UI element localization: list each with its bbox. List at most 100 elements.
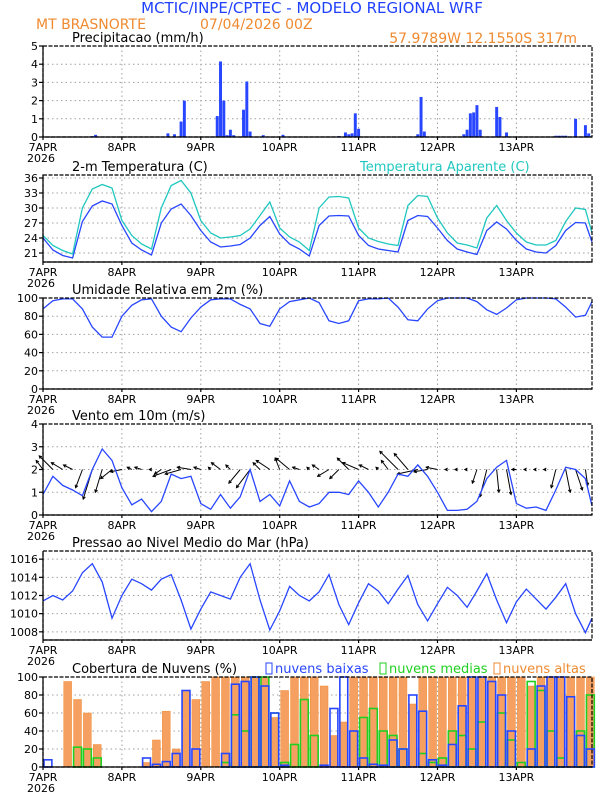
wind-vector	[291, 466, 300, 470]
precip-bar	[478, 129, 482, 137]
precip-bar	[281, 134, 285, 137]
y-tick-label: 60	[24, 707, 38, 720]
panel-3: 0 1 2 3 4 7APR 8APR 9APR 10APR 11APR 12APR 13APR 202…	[27, 409, 593, 543]
precip-bar	[228, 129, 232, 137]
legend-swatch	[493, 662, 501, 675]
high-cloud-bar	[329, 735, 339, 768]
precip-bar	[465, 129, 469, 137]
x-year-label: 2026	[27, 655, 55, 668]
precip-bar	[357, 128, 361, 137]
high-cloud-bar	[586, 676, 595, 768]
high-cloud-bar	[517, 676, 526, 768]
wind-vector	[255, 459, 271, 470]
high-cloud-bar	[191, 699, 201, 768]
panel-title: Vento em 10m (m/s)	[72, 409, 205, 424]
legend-label: nuvens medias	[389, 662, 488, 677]
precip-bar	[505, 132, 509, 137]
x-tick-label: 8APR	[107, 644, 136, 657]
legend-swatch	[265, 662, 273, 675]
wind-vector	[393, 452, 409, 470]
x-tick-label: 7APR	[29, 519, 58, 532]
high-cloud-bar	[260, 676, 270, 768]
legend-swatch	[379, 662, 387, 675]
precip-bar	[583, 125, 587, 137]
high-cloud-bar	[171, 748, 181, 768]
x-tick-label: 12APR	[420, 393, 456, 406]
x-year-label: 2026	[27, 404, 55, 417]
high-cloud-bar	[240, 676, 250, 768]
precip-bar	[261, 135, 265, 137]
high-cloud-bar	[546, 676, 556, 768]
high-cloud-bar	[152, 739, 161, 768]
x-tick-label: 10APR	[262, 644, 298, 657]
precip-bar	[245, 81, 249, 137]
x-tick-label: 9APR	[186, 519, 215, 532]
high-cloud-bar	[93, 744, 102, 768]
high-cloud-bar	[369, 676, 378, 768]
x-tick-label: 9APR	[186, 644, 215, 657]
high-cloud-bar	[556, 676, 565, 768]
high-cloud-bar	[162, 710, 171, 768]
y-tick-label: 80	[24, 689, 38, 702]
x-tick-label: 11APR	[341, 393, 377, 406]
x-tick-label: 8APR	[107, 519, 136, 532]
high-cloud-bar	[359, 676, 368, 768]
x-tick-label: 11APR	[341, 644, 377, 657]
x-year-label: 2026	[27, 152, 55, 165]
y-tick-label: 1014	[10, 571, 38, 584]
x-tick-label: 13APR	[498, 141, 534, 154]
panel-title: Umidade Relativa em 2m (%)	[72, 283, 263, 298]
precip-bar	[94, 134, 98, 137]
wind-vector	[316, 469, 330, 477]
wind-vector	[225, 464, 231, 470]
y-tick-label: 1016	[10, 553, 38, 566]
precip-bar	[347, 134, 351, 137]
wind-vector	[379, 450, 399, 470]
high-cloud-bar	[201, 681, 210, 768]
y-tick-label: 4	[31, 58, 38, 71]
wind-vector	[542, 467, 547, 472]
precip-bar	[557, 135, 561, 137]
y-tick-label: 5	[31, 40, 38, 53]
y-tick-label: 40	[24, 725, 38, 738]
x-tick-label: 8APR	[107, 266, 136, 279]
plot-frame	[42, 174, 593, 263]
wind-vector	[164, 469, 182, 476]
precip-bar	[462, 134, 466, 137]
y-tick-label: 60	[24, 328, 38, 341]
y-tick-label: 4	[31, 418, 38, 431]
precip-bar	[225, 135, 229, 137]
x-tick-label: 7APR	[29, 644, 58, 657]
wind-vector	[425, 465, 438, 470]
high-cloud-bar	[290, 676, 299, 768]
precip-bar	[179, 121, 183, 137]
panel-title: Precipitacao (mm/h)	[72, 31, 204, 46]
wind-vector	[176, 465, 192, 470]
wind-vector	[207, 466, 212, 471]
high-cloud-bar	[349, 676, 358, 768]
high-cloud-bar	[270, 717, 279, 768]
x-tick-label: 11APR	[341, 266, 377, 279]
high-cloud-bar	[428, 676, 437, 768]
panel-title: 2-m Temperatura (C)	[72, 160, 208, 175]
x-tick-label: 13APR	[498, 644, 534, 657]
wind-vector	[94, 469, 103, 494]
precip-bar	[353, 113, 357, 137]
header-coords: 57.9789W 12.1550S 317m	[389, 31, 577, 47]
x-tick-label: 7APR	[29, 393, 58, 406]
y-tick-label: 80	[24, 310, 38, 323]
x-tick-label: 12APR	[420, 141, 456, 154]
y-tick-label: 100	[17, 292, 38, 305]
precip-bar	[219, 61, 223, 137]
x-tick-label: 8APR	[107, 393, 136, 406]
y-tick-label: 27	[24, 217, 38, 230]
high-cloud-bar	[438, 676, 447, 768]
high-cloud-bar	[576, 676, 585, 768]
precip-bar	[587, 133, 591, 137]
high-cloud-bar	[63, 681, 72, 768]
panel-title: Pressao ao Nivel Medio do Mar (hPa)	[72, 536, 309, 551]
y-tick-label: 0	[31, 383, 38, 396]
high-cloud-bar	[300, 676, 309, 768]
precip-bar	[248, 131, 252, 137]
